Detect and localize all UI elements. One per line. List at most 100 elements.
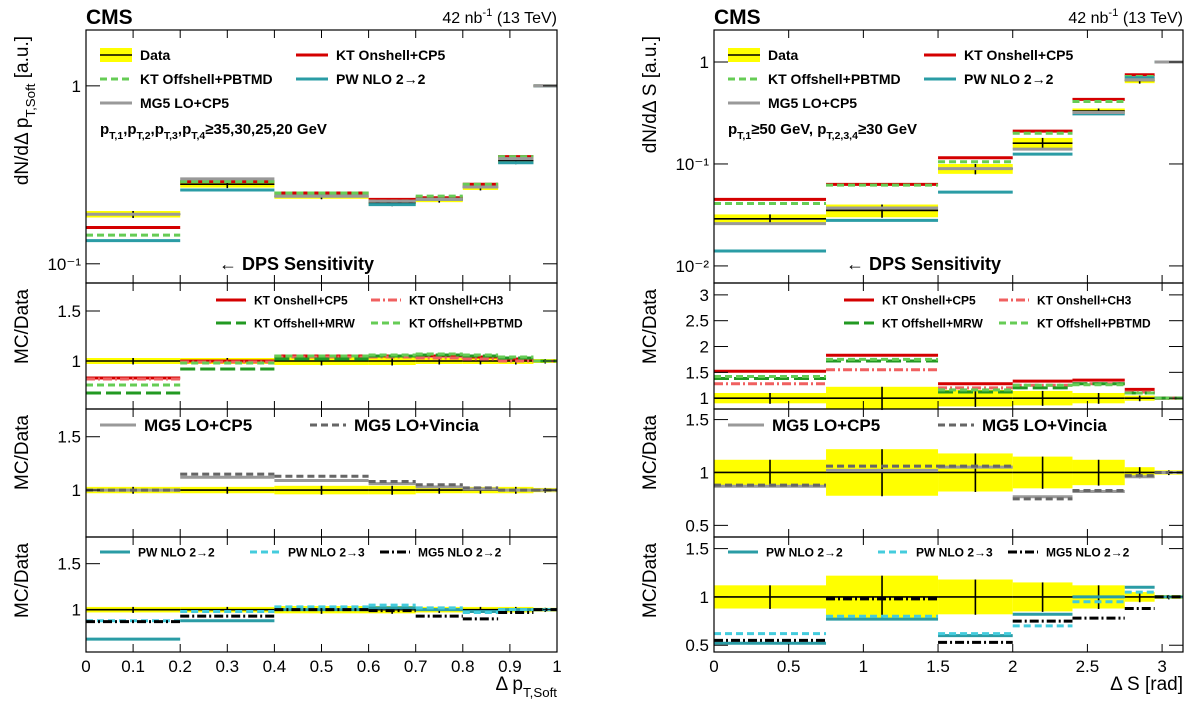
y-tick-label: 10⁻¹ bbox=[47, 255, 81, 274]
y-tick-label: 1 bbox=[72, 601, 81, 620]
label: MC/Data bbox=[640, 415, 661, 490]
panel-frame bbox=[85, 29, 558, 284]
label-part: ≥30 GeV bbox=[858, 121, 917, 138]
x-tick-label: 0.2 bbox=[168, 657, 192, 676]
experiment-label: CMS bbox=[86, 6, 133, 29]
label: Δ S [rad] bbox=[1110, 674, 1183, 695]
label-part: Δ S [rad] bbox=[1110, 674, 1183, 695]
legend-label: PW NLO 2→2 bbox=[336, 71, 426, 87]
label-part: -1 bbox=[1108, 7, 1118, 19]
label-part: T,Soft bbox=[23, 83, 38, 117]
label: 42 nb-1 (13 TeV) bbox=[1068, 7, 1183, 27]
x-tick-label: 0.9 bbox=[498, 657, 522, 676]
y-tick-label: 10⁻² bbox=[675, 257, 709, 276]
x-tick-label: 0.1 bbox=[121, 657, 145, 676]
label: MC/Data bbox=[12, 415, 33, 490]
legend-label: KT Onshell+CP5 bbox=[254, 293, 348, 307]
y-tick-label: 1.5 bbox=[685, 540, 709, 559]
legend-label: KT Onshell+CP5 bbox=[964, 47, 1074, 63]
y-tick-label: 2 bbox=[700, 338, 709, 357]
x-tick-label: 0.4 bbox=[263, 657, 287, 676]
label: Δ pT,Soft bbox=[496, 674, 558, 700]
label: MC/Data bbox=[12, 289, 33, 364]
label-part: dN/dΔ p bbox=[12, 118, 33, 186]
label-part: (13 TeV) bbox=[1118, 10, 1183, 27]
y-tick-label: 1.5 bbox=[685, 411, 709, 430]
y-tick-label: 0.5 bbox=[685, 516, 709, 535]
x-tick-label: 0.6 bbox=[357, 657, 381, 676]
label-part: T,1 bbox=[109, 130, 123, 142]
label-part: ,p bbox=[123, 121, 136, 138]
y-tick-label: 1.5 bbox=[57, 302, 81, 321]
x-tick-label: 1 bbox=[552, 657, 561, 676]
legend-label: MG5 LO+Vincia bbox=[982, 416, 1107, 435]
legend-label: Data bbox=[140, 47, 171, 63]
label-part: p bbox=[100, 121, 109, 138]
legend-label: KT Offshell+MRW bbox=[882, 316, 983, 330]
legend-label: PW NLO 2→3 bbox=[916, 545, 993, 559]
label-part: T,1 bbox=[737, 130, 751, 142]
x-tick-label: 2.5 bbox=[1076, 657, 1100, 676]
x-tick-label: 0.3 bbox=[215, 657, 239, 676]
label-part: ≥35,30,25,20 GeV bbox=[205, 121, 327, 138]
label-part: MC/Data bbox=[12, 543, 33, 618]
label-part: ,p bbox=[151, 121, 164, 138]
x-tick-label: 0.8 bbox=[451, 657, 475, 676]
legend-label: MG5 LO+CP5 bbox=[772, 416, 880, 435]
panel-frame bbox=[713, 536, 1184, 653]
x-tick-label: 0.5 bbox=[777, 657, 801, 676]
label: MC/Data bbox=[640, 543, 661, 618]
x-tick-label: 3 bbox=[1157, 657, 1166, 676]
y-tick-label: 1 bbox=[700, 588, 709, 607]
experiment-label: CMS bbox=[714, 6, 761, 29]
y-tick-label: 3 bbox=[700, 286, 709, 305]
legend-label: PW NLO 2→2 bbox=[766, 545, 843, 559]
label-part: MC/Data bbox=[640, 289, 661, 364]
legend-label: MG5 NLO 2→2 bbox=[418, 545, 502, 559]
legend-label: Data bbox=[768, 47, 799, 63]
legend-label: KT Onshell+CP5 bbox=[882, 293, 976, 307]
x-tick-label: 1 bbox=[859, 657, 868, 676]
y-tick-label: 10⁻¹ bbox=[675, 155, 709, 174]
label-part: MC/Data bbox=[640, 543, 661, 618]
legend-label: KT Offshell+PBTMD bbox=[1037, 316, 1151, 330]
legend-label: KT Offshell+MRW bbox=[254, 316, 355, 330]
legend-label: MG5 LO+CP5 bbox=[768, 95, 857, 111]
label-part: T,Soft bbox=[523, 685, 557, 700]
label-part: 42 nb bbox=[442, 10, 482, 27]
label-part: (13 TeV) bbox=[492, 10, 557, 27]
label: pT,1≥50 GeV, pT,2,3,4≥30 GeV bbox=[728, 121, 917, 142]
legend-label: MG5 NLO 2→2 bbox=[1046, 545, 1130, 559]
label: dN/dΔ S [a.u.] bbox=[640, 36, 661, 153]
label: 42 nb-1 (13 TeV) bbox=[442, 7, 557, 27]
legend-label: MG5 LO+CP5 bbox=[144, 416, 252, 435]
y-tick-label: 1 bbox=[72, 352, 81, 371]
label-part: T,4 bbox=[191, 130, 205, 142]
legend-label: KT Offshell+PBTMD bbox=[140, 71, 273, 87]
label-part: MC/Data bbox=[12, 415, 33, 490]
legend-label: KT Onshell+CH3 bbox=[1037, 293, 1132, 307]
annotation: ← DPS Sensitivity bbox=[219, 254, 374, 274]
label-part: ≥50 GeV, p bbox=[751, 121, 826, 138]
x-tick-label: 0 bbox=[709, 657, 718, 676]
label-part: T,2,3,4 bbox=[826, 130, 858, 142]
label-part: T,2 bbox=[137, 130, 151, 142]
x-tick-label: 0.5 bbox=[310, 657, 334, 676]
y-tick-label: 1 bbox=[700, 389, 709, 408]
label-part: dN/dΔ S [a.u.] bbox=[640, 36, 661, 153]
label-part: MC/Data bbox=[12, 289, 33, 364]
annotation: ← DPS Sensitivity bbox=[846, 254, 1001, 274]
y-tick-label: 1.5 bbox=[685, 363, 709, 382]
label-part: p bbox=[728, 121, 737, 138]
label-part: [a.u.] bbox=[12, 36, 33, 84]
legend-label: MG5 LO+Vincia bbox=[354, 416, 479, 435]
legend-label: PW NLO 2→3 bbox=[288, 545, 365, 559]
label: MC/Data bbox=[640, 289, 661, 364]
x-tick-label: 0.7 bbox=[404, 657, 428, 676]
y-tick-label: 0.5 bbox=[685, 636, 709, 655]
label: dN/dΔ pT,Soft [a.u.] bbox=[12, 36, 38, 185]
x-tick-label: 1.5 bbox=[926, 657, 950, 676]
x-tick-label: 2 bbox=[1008, 657, 1017, 676]
x-tick-label: 0 bbox=[81, 657, 90, 676]
